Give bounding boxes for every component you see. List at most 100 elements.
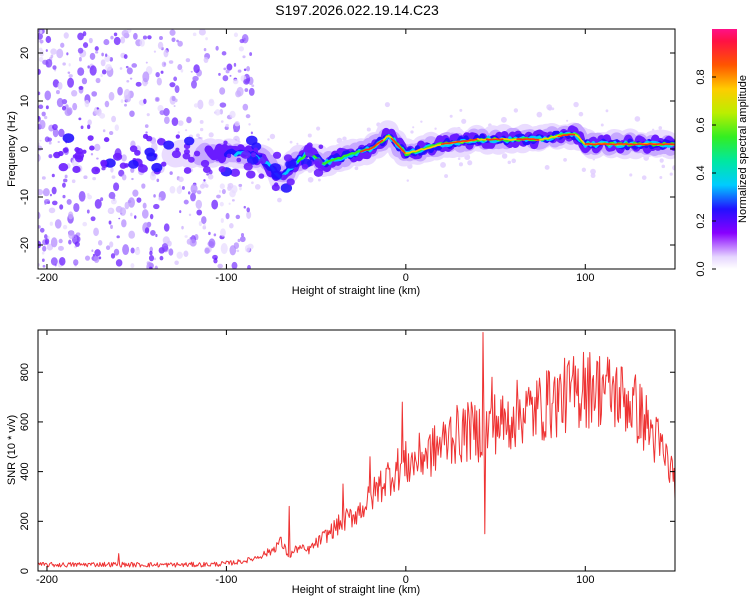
- noise-speckle: [149, 213, 154, 220]
- noise-speckle: [156, 178, 160, 183]
- noise-speckle: [213, 233, 217, 237]
- noise-speckle: [38, 68, 41, 75]
- noise-speckle: [113, 32, 118, 37]
- noise-speckle: [246, 66, 251, 72]
- noise-speckle: [459, 108, 463, 112]
- noise-speckle: [100, 197, 104, 202]
- noise-speckle: [179, 210, 182, 214]
- snr-background: [38, 330, 675, 571]
- spectrogram-y-tick-label: 10: [19, 95, 31, 107]
- spectrogram-y-tick-label: 0: [19, 146, 31, 152]
- noise-speckle: [467, 160, 473, 166]
- noise-speckle: [234, 121, 240, 127]
- noise-speckle: [307, 176, 314, 183]
- noise-speckle: [221, 51, 227, 56]
- colorbar-tick-label: 0.0: [695, 261, 707, 276]
- spectrogram-y-tick-label: -20: [19, 237, 31, 253]
- noise-speckle: [153, 257, 157, 261]
- noise-speckle: [180, 68, 184, 73]
- noise-speckle: [238, 46, 244, 52]
- colorbar-tick-label: 0.6: [695, 117, 707, 132]
- noise-speckle: [246, 211, 252, 219]
- noise-speckle: [511, 158, 517, 164]
- ridge-blob: [318, 144, 324, 149]
- noise-speckle: [229, 110, 236, 119]
- ridge-blob: [318, 165, 325, 172]
- noise-speckle: [80, 125, 84, 130]
- spectrogram-x-ticks: -200 -100 0 100: [36, 29, 594, 284]
- snr-y-tick-label: 800: [19, 363, 31, 381]
- noise-speckle: [149, 172, 157, 181]
- noise-speckle: [179, 185, 182, 189]
- ridge-blob: [87, 135, 94, 141]
- noise-speckle: [218, 189, 221, 193]
- noise-speckle: [78, 117, 82, 121]
- noise-speckle: [168, 60, 174, 64]
- noise-speckle: [154, 96, 160, 102]
- noise-speckle: [248, 87, 255, 96]
- noise-speckle: [220, 218, 224, 223]
- noise-speckle: [171, 95, 176, 102]
- ridge-blob: [175, 134, 181, 139]
- noise-speckle: [42, 245, 47, 252]
- ridge-blob: [72, 165, 81, 174]
- noise-speckle: [122, 244, 130, 256]
- noise-speckle: [223, 67, 227, 71]
- noise-speckle: [229, 223, 234, 229]
- spectrogram-y-tick-label: 20: [19, 47, 31, 59]
- noise-speckle: [208, 231, 211, 236]
- ridge-blob: [226, 153, 232, 159]
- noise-speckle: [139, 38, 145, 47]
- snr-frame: [37, 329, 676, 572]
- noise-speckle: [203, 48, 207, 52]
- ridge-blob: [245, 170, 256, 179]
- noise-speckle: [239, 236, 246, 243]
- noise-speckle: [103, 39, 110, 46]
- noise-speckle: [227, 182, 234, 189]
- spectrogram-x-label: Height of straight line (km): [292, 285, 420, 297]
- noise-speckle: [501, 153, 508, 159]
- noise-speckle: [219, 183, 225, 190]
- noise-speckle: [458, 162, 463, 167]
- noise-speckle: [39, 139, 42, 142]
- noise-speckle: [86, 209, 90, 214]
- noise-speckle: [354, 166, 359, 171]
- noise-speckle: [410, 130, 414, 134]
- noise-speckle: [183, 250, 189, 257]
- ridge-blob: [89, 145, 95, 151]
- noise-speckle: [251, 84, 255, 88]
- noise-speckle: [384, 102, 390, 108]
- spectrogram-x-tick-label: 100: [576, 272, 594, 284]
- noise-speckle: [173, 105, 176, 107]
- ridge-blob: [112, 152, 123, 161]
- noise-speckle: [62, 224, 68, 230]
- spectrogram-y-label: Frequency (Hz): [6, 111, 18, 187]
- ridge-blob: [285, 159, 297, 169]
- noise-speckle: [161, 61, 167, 68]
- noise-speckle: [38, 56, 44, 62]
- noise-speckle: [141, 209, 149, 219]
- noise-speckle: [68, 239, 72, 245]
- noise-speckle: [590, 168, 596, 175]
- noise-speckle: [87, 65, 90, 69]
- noise-speckle: [153, 50, 157, 53]
- noise-speckle: [440, 162, 446, 168]
- noise-speckle: [113, 36, 121, 46]
- noise-speckle: [177, 40, 183, 47]
- ridge-blob: [124, 163, 129, 168]
- noise-speckle: [41, 111, 46, 117]
- ridge-blob: [280, 183, 293, 193]
- noise-speckle: [240, 233, 245, 237]
- noise-speckle: [49, 155, 52, 159]
- noise-speckle: [269, 133, 276, 140]
- noise-speckle: [307, 133, 312, 138]
- colorbar-tick-label: 0.8: [695, 69, 707, 84]
- snr-y-tick-label: 200: [19, 512, 31, 530]
- noise-speckle: [89, 65, 97, 76]
- noise-speckle: [38, 47, 43, 51]
- noise-speckle: [78, 85, 84, 90]
- noise-speckle: [177, 131, 180, 134]
- colorbar-label: Normalized spectral amplitude: [737, 75, 749, 223]
- noise-speckle: [48, 141, 52, 145]
- noise-speckle: [267, 138, 270, 141]
